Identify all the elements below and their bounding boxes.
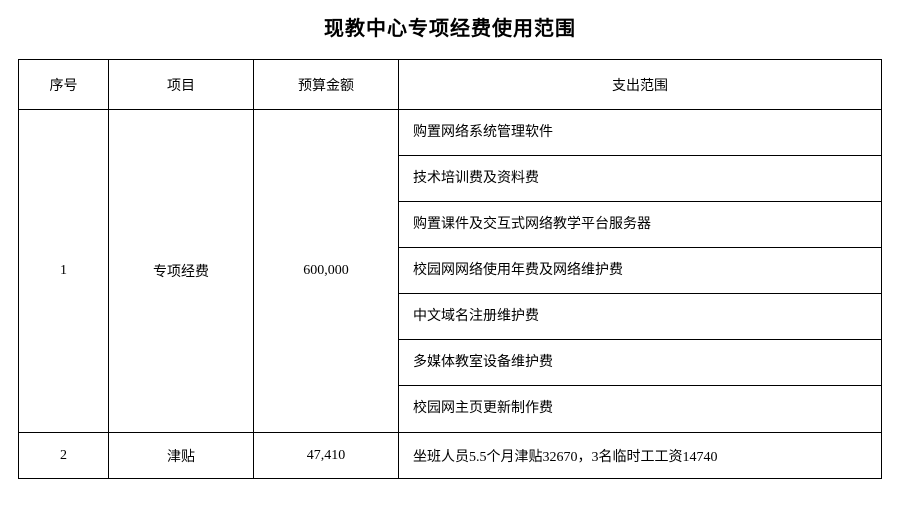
scope-item: 多媒体教室设备维护费 <box>399 340 881 386</box>
col-header-seq: 序号 <box>19 60 109 110</box>
scope-item: 购置课件及交互式网络教学平台服务器 <box>399 202 881 248</box>
page-title: 现教中心专项经费使用范围 <box>18 12 882 41</box>
col-header-budget: 预算金额 <box>254 60 399 110</box>
col-header-scope: 支出范围 <box>399 60 882 110</box>
scope-item: 技术培训费及资料费 <box>399 156 881 202</box>
cell-item: 专项经费 <box>109 110 254 433</box>
budget-table: 序号 项目 预算金额 支出范围 1 专项经费 600,000 购置网络系统管理软… <box>18 59 882 479</box>
cell-budget: 47,410 <box>254 433 399 479</box>
cell-scope: 坐班人员5.5个月津贴32670，3名临时工工资14740 <box>399 433 882 479</box>
scope-item: 校园网网络使用年费及网络维护费 <box>399 248 881 294</box>
scope-item: 购置网络系统管理软件 <box>399 110 881 156</box>
table-row: 1 专项经费 600,000 购置网络系统管理软件 技术培训费及资料费 购置课件… <box>19 110 882 433</box>
cell-seq: 2 <box>19 433 109 479</box>
cell-budget: 600,000 <box>254 110 399 433</box>
cell-scope: 购置网络系统管理软件 技术培训费及资料费 购置课件及交互式网络教学平台服务器 校… <box>399 110 882 433</box>
col-header-item: 项目 <box>109 60 254 110</box>
table-row: 2 津贴 47,410 坐班人员5.5个月津贴32670，3名临时工工资1474… <box>19 433 882 479</box>
table-header-row: 序号 项目 预算金额 支出范围 <box>19 60 882 110</box>
cell-item: 津贴 <box>109 433 254 479</box>
scope-item: 中文域名注册维护费 <box>399 294 881 340</box>
scope-item: 校园网主页更新制作费 <box>399 386 881 432</box>
cell-seq: 1 <box>19 110 109 433</box>
